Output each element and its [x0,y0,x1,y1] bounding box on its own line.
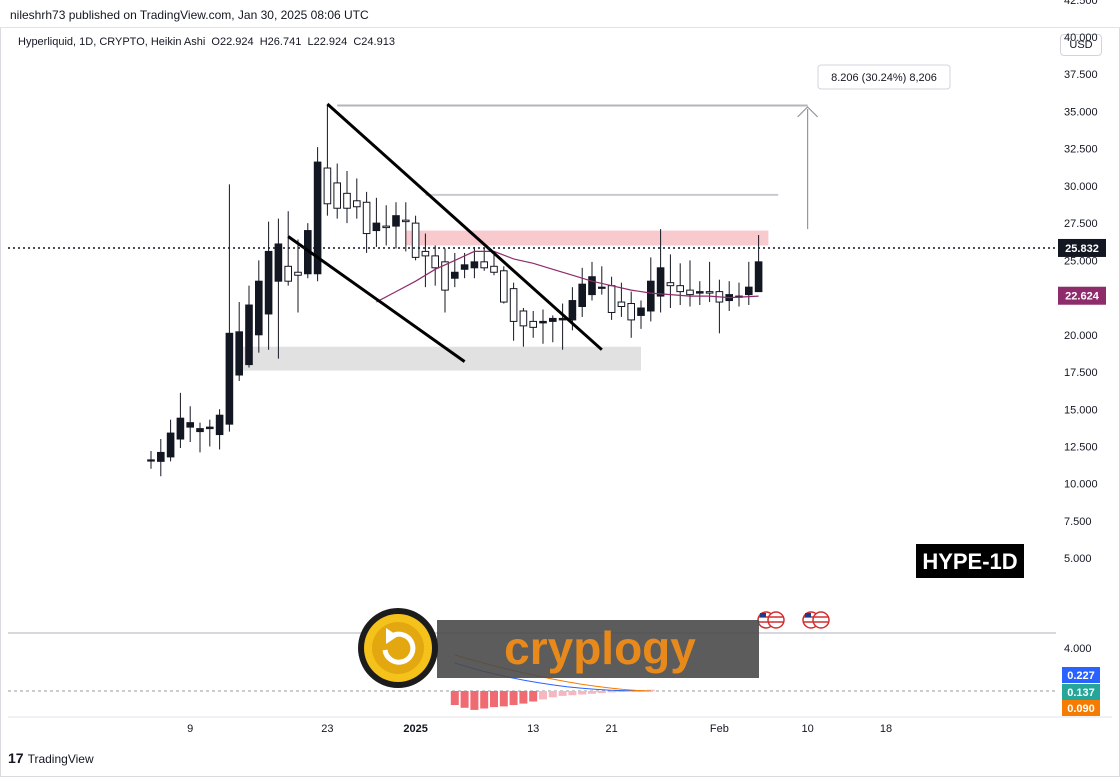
legend-low: L22.924 [307,36,348,48]
legend-symbol: Hyperliquid, 1D, CRYPTO, Heikin Ashi [18,36,206,48]
currency-button[interactable]: USD [1060,34,1102,56]
footer-brand: TradingView [27,752,94,766]
tradingview-footer[interactable]: 17 TradingView [8,750,94,770]
legend-open: O22.924 [211,36,254,48]
legend-close: C24.913 [353,36,395,48]
legend-high: H26.741 [259,36,302,48]
symbol-legend: Hyperliquid, 1D, CRYPTO, Heikin Ashi O22… [18,36,395,48]
publish-bar: nileshrh73 published on TradingView.com,… [0,0,1120,28]
publisher-text: nileshrh73 published on TradingView.com,… [10,8,369,22]
tradingview-logo-icon: 17 [8,750,24,766]
